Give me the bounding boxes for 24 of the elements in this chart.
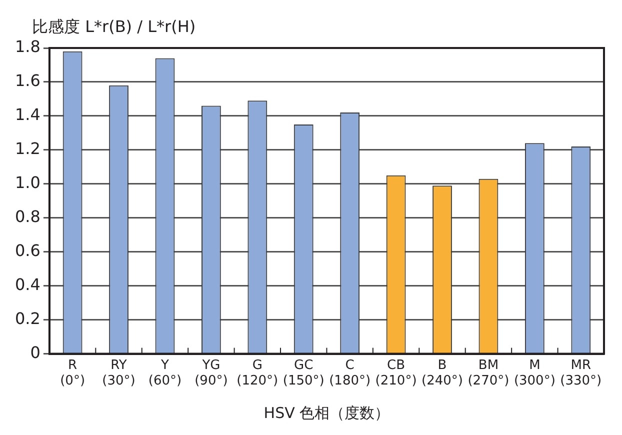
x-tick-label: B (240°) <box>422 358 463 389</box>
y-tick-label: 0.6 <box>14 241 40 260</box>
x-tick-label: MR (330°) <box>560 358 602 389</box>
x-tick-label: R (0°) <box>60 358 86 389</box>
x-tick-label: BM (270°) <box>468 358 510 389</box>
x-tick-label: GC (150°) <box>282 358 324 389</box>
x-tick-label: Y (60°) <box>148 358 182 389</box>
y-tick-label: 1.4 <box>14 105 40 124</box>
y-tick-label: 1.6 <box>14 71 40 90</box>
y-tick-label: 1.2 <box>14 139 40 158</box>
y-tick-label: 1.8 <box>14 37 40 56</box>
y-axis-title: 比感度 L*r(B) / L*r(H) <box>32 17 196 36</box>
x-axis-title: HSV 色相（度数） <box>264 404 390 422</box>
y-tick-label: 0 <box>30 342 40 362</box>
x-tick-label: M (300°) <box>514 358 556 389</box>
x-tick-label: YG (90°) <box>194 358 228 389</box>
x-tick-label: G (120°) <box>236 358 278 389</box>
y-tick-label: 0.4 <box>14 275 40 294</box>
y-tick-label: 0.8 <box>14 207 40 226</box>
x-tick-label: RY (30°) <box>102 358 136 389</box>
y-tick-label: 1.0 <box>14 173 40 192</box>
x-tick-label: CB (210°) <box>375 358 417 389</box>
y-tick-label: 0.2 <box>14 308 40 328</box>
x-tick-label: C (180°) <box>329 358 371 389</box>
